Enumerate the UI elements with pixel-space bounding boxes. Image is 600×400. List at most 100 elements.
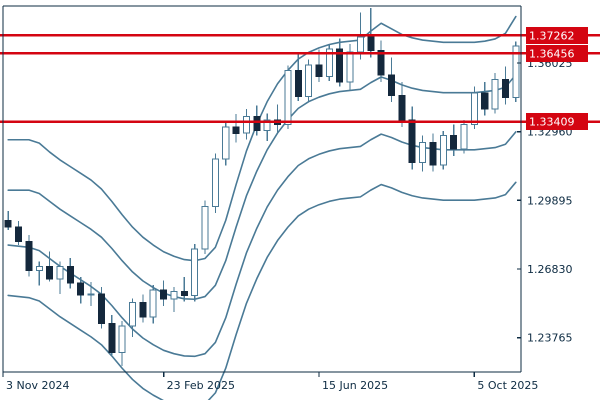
candle-body-bearish [232, 126, 240, 134]
candle-body-bearish [377, 50, 385, 76]
candlestick [129, 298, 137, 337]
price-tag-background [526, 113, 588, 131]
candle-body-bullish [470, 92, 478, 125]
candle-body-bullish [491, 79, 499, 110]
candle-body-bullish [191, 248, 199, 297]
candlestick [170, 287, 178, 312]
x-axis-tick-label: 15 Jun 2025 [322, 379, 388, 392]
candle-body-bullish [512, 45, 520, 99]
candlestick [398, 81, 406, 127]
candlestick [263, 113, 271, 141]
candle-body-bearish [253, 115, 261, 131]
candle-body-bullish [35, 266, 43, 272]
candle-body-bullish [149, 289, 157, 318]
price-level-tag[interactable]: 1.37262 [526, 26, 588, 44]
candlestick [294, 52, 302, 102]
candle-body-bullish [170, 291, 178, 300]
candle-body-bullish [56, 265, 64, 280]
candle-body-bearish [315, 64, 323, 78]
candlestick [429, 133, 437, 172]
price-level-tag[interactable]: 1.33409 [526, 113, 588, 131]
candle-body-bearish [66, 265, 74, 284]
candlestick [56, 261, 64, 294]
y-axis-tick-label: 1.29895 [527, 194, 573, 207]
candle-body-bearish [388, 74, 396, 96]
candle-body-bullish [419, 141, 427, 164]
x-axis-tick-label: 3 Nov 2024 [6, 379, 69, 392]
candle-body-bearish [160, 289, 168, 300]
candlestick [439, 131, 447, 170]
candlestick [481, 81, 489, 116]
candlestick [284, 65, 292, 129]
candlestick [77, 276, 85, 304]
candle-body-bullish [87, 293, 95, 296]
price-level-lines [0, 33, 600, 123]
candle-body-bullish [211, 158, 219, 207]
candlestick [149, 284, 157, 324]
candle-body-bullish [242, 115, 250, 134]
candlestick [46, 251, 54, 282]
x-axis-tick-labels: 3 Nov 2024 23 Feb 2025 15 Jun 2025 5 Oct 20… [2, 372, 538, 392]
candlestick [25, 234, 33, 277]
candle-body-bearish [501, 79, 509, 99]
candlestick [232, 113, 240, 143]
candlestick [367, 8, 375, 58]
candlestick [139, 294, 147, 323]
candlestick [305, 59, 313, 103]
candlestick [491, 72, 499, 114]
candle-body-bullish [305, 64, 313, 98]
candlestick [222, 121, 230, 166]
candle-body-bearish [450, 135, 458, 150]
candle-body-bullish [346, 51, 354, 83]
price-tag-label: 1.37262 [529, 29, 575, 42]
candlestick [460, 120, 468, 154]
candlestick [512, 41, 520, 103]
candle-body-bullish [439, 135, 447, 166]
candlestick [450, 124, 458, 156]
candlestick [118, 321, 126, 367]
candle-body-bullish [118, 325, 126, 353]
candle-body-bearish [429, 141, 437, 166]
band-line-upper-inner [7, 73, 517, 301]
candle-body-bearish [97, 293, 105, 325]
candle-body-bullish [129, 302, 137, 327]
price-level-tag[interactable]: 1.36456 [526, 44, 588, 62]
candle-body-bullish [460, 124, 468, 150]
candlestick [35, 261, 43, 286]
price-tag-background [526, 44, 588, 62]
candle-body-bearish [367, 36, 375, 52]
candlestick [346, 43, 354, 91]
band-line-upper-outer [7, 15, 517, 262]
y-axis-tick-label: 1.23765 [527, 332, 573, 345]
candlestick [242, 108, 250, 140]
candle-body-bearish [108, 323, 116, 353]
candle-body-bullish [201, 206, 209, 250]
candlestick [408, 106, 416, 170]
candle-body-bullish [356, 36, 364, 53]
candlestick [15, 220, 23, 246]
price-tag-label: 1.36456 [529, 47, 575, 60]
candle-body-bearish [139, 302, 147, 318]
candle-body-bearish [180, 291, 188, 297]
envelope-bands [7, 15, 517, 400]
candle-body-bullish [325, 48, 333, 78]
candle-body-bearish [408, 119, 416, 164]
candle-body-bullish [284, 70, 292, 125]
price-level-tags: 1.37262 1.36456 1.33409 [526, 26, 588, 131]
candle-body-bearish [4, 220, 12, 228]
candlestick [191, 243, 199, 302]
candlestick [201, 200, 209, 255]
price-tag-background [526, 26, 588, 44]
candlestick [108, 314, 116, 356]
candlestick [97, 287, 105, 329]
candlestick [87, 281, 95, 306]
candle-body-bearish [294, 70, 302, 98]
candlestick [325, 43, 333, 82]
candle-body-bearish [481, 92, 489, 110]
candlestick [160, 280, 168, 306]
band-line-lower-outer [7, 181, 517, 400]
candle-body-bearish [336, 48, 344, 83]
candlestick [377, 40, 385, 82]
